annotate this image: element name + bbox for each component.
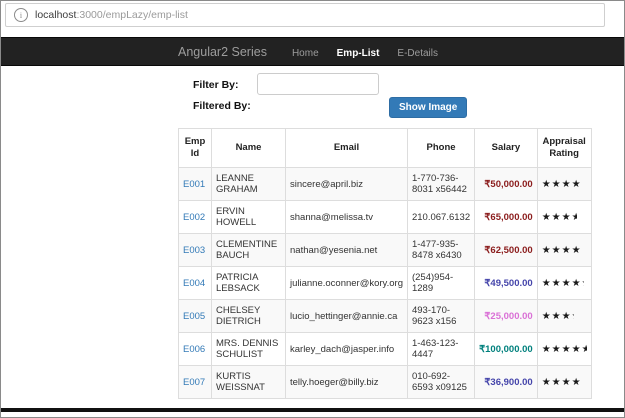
window-bottom-edge xyxy=(1,408,624,412)
url-text[interactable]: localhost:3000/empLazy/emp-list xyxy=(35,9,188,21)
info-icon[interactable]: i xyxy=(14,8,28,22)
filtered-by-label: Filtered By: xyxy=(193,100,251,112)
column-header: Email xyxy=(285,128,408,168)
emp-id-link[interactable]: E005 xyxy=(183,310,206,322)
emp-id-link[interactable]: E002 xyxy=(183,211,206,223)
half-star-icon: ★ xyxy=(572,212,577,223)
emp-id-link[interactable]: E003 xyxy=(183,244,206,256)
emp-salary: ₹50,000.00 xyxy=(474,167,538,201)
emp-rating-stars: ★★★★ xyxy=(536,200,592,234)
emp-name: ERVIN HOWELL xyxy=(211,200,286,234)
sliver-star-icon: ★ xyxy=(572,311,574,322)
emp-email: lucio_hettinger@annie.ca xyxy=(285,299,408,333)
emp-rating-stars: ★★★★★ xyxy=(536,332,592,366)
url-path: :3000/empLazy/emp-list xyxy=(76,9,188,21)
navbar-links: Home Emp-List E-Details xyxy=(283,43,447,61)
emp-name: KURTIS WEISSNAT xyxy=(211,365,286,399)
emp-email: telly.hoeger@billy.biz xyxy=(285,365,408,399)
nav-link-emp-list[interactable]: Emp-List xyxy=(336,47,380,59)
emp-id-link[interactable]: E004 xyxy=(183,277,206,289)
emp-salary: ₹25,000.00 xyxy=(474,299,538,333)
emp-salary: ₹100,000.00 xyxy=(474,332,538,366)
emp-rating-stars: ★★★★ xyxy=(536,365,592,399)
emp-email: sincere@april.biz xyxy=(285,167,408,201)
emp-phone: 1-477-935-8478 x6430 xyxy=(406,233,476,267)
table-row: E006 MRS. DENNIS SCHULIST karley_dach@ja… xyxy=(178,332,592,366)
emp-salary: ₹36,900.00 xyxy=(474,365,538,399)
half-star-icon: ★ xyxy=(582,344,587,355)
emp-id-link[interactable]: E001 xyxy=(183,178,206,190)
emp-email: shanna@melissa.tv xyxy=(285,200,408,234)
navbar: Angular2 Series Home Emp-List E-Details xyxy=(1,37,624,66)
emp-id-link[interactable]: E006 xyxy=(183,343,206,355)
column-header: Emp Id xyxy=(178,128,212,168)
url-host: localhost xyxy=(35,9,77,21)
nav-link-home[interactable]: Home xyxy=(291,47,319,59)
emp-email: nathan@yesenia.net xyxy=(285,233,408,267)
emp-email: karley_dach@jasper.info xyxy=(285,332,408,366)
table-row: E003 CLEMENTINE BAUCH nathan@yesenia.net… xyxy=(178,233,592,267)
emp-phone: 493-170-9623 x156 xyxy=(406,299,476,333)
emp-id-link[interactable]: E007 xyxy=(183,376,206,388)
show-image-button[interactable]: Show Image xyxy=(389,97,468,118)
emp-salary: ₹62,500.00 xyxy=(474,233,538,267)
column-header: Phone xyxy=(406,128,476,168)
table-row: E002 ERVIN HOWELL shanna@melissa.tv 210.… xyxy=(178,200,592,234)
emp-name: LEANNE GRAHAM xyxy=(211,167,286,201)
emp-rating-stars: ★★★★★ xyxy=(536,266,592,300)
emp-name: MRS. DENNIS SCHULIST xyxy=(211,332,286,366)
emp-phone: 210.067.6132 xyxy=(406,200,476,234)
emp-salary: ₹65,000.00 xyxy=(474,200,538,234)
address-bar[interactable]: i localhost:3000/empLazy/emp-list xyxy=(5,3,605,27)
column-header: Appraisal Rating xyxy=(536,128,592,168)
table-row: E001 LEANNE GRAHAM sincere@april.biz 1-7… xyxy=(178,167,592,201)
emp-email: julianne.oconner@kory.org xyxy=(285,266,408,300)
navbar-brand[interactable]: Angular2 Series xyxy=(178,44,267,59)
emp-phone: 1-463-123-4447 xyxy=(406,332,476,366)
emp-rating-stars: ★★★★ xyxy=(536,233,592,267)
column-header: Name xyxy=(211,128,286,168)
employee-table: Emp Id Name Email Phone Salary Appraisal Rati… xyxy=(178,128,592,399)
filter-input[interactable] xyxy=(257,73,379,95)
emp-name: PATRICIA LEBSACK xyxy=(211,266,286,300)
emp-name: CLEMENTINE BAUCH xyxy=(211,233,286,267)
emp-salary: ₹49,500.00 xyxy=(474,266,538,300)
table-header-row: Emp Id Name Email Phone Salary Appraisal Rati… xyxy=(178,128,592,168)
emp-phone: 010-692-6593 x09125 xyxy=(406,365,476,399)
sliver-star-icon: ★ xyxy=(582,278,584,289)
filter-by-label: Filter By: xyxy=(193,79,239,91)
emp-phone: 1-770-736-8031 x56442 xyxy=(406,167,476,201)
emp-phone: (254)954-1289 xyxy=(406,266,476,300)
nav-link-e-details[interactable]: E-Details xyxy=(397,47,438,59)
table-row: E005 CHELSEY DIETRICH lucio_hettinger@an… xyxy=(178,299,592,333)
emp-name: CHELSEY DIETRICH xyxy=(211,299,286,333)
emp-rating-stars: ★★★★ xyxy=(536,299,592,333)
table-row: E004 PATRICIA LEBSACK julianne.oconner@k… xyxy=(178,266,592,300)
table-row: E007 KURTIS WEISSNAT telly.hoeger@billy.… xyxy=(178,365,592,399)
column-header: Salary xyxy=(474,128,538,168)
emp-rating-stars: ★★★★ xyxy=(536,167,592,201)
